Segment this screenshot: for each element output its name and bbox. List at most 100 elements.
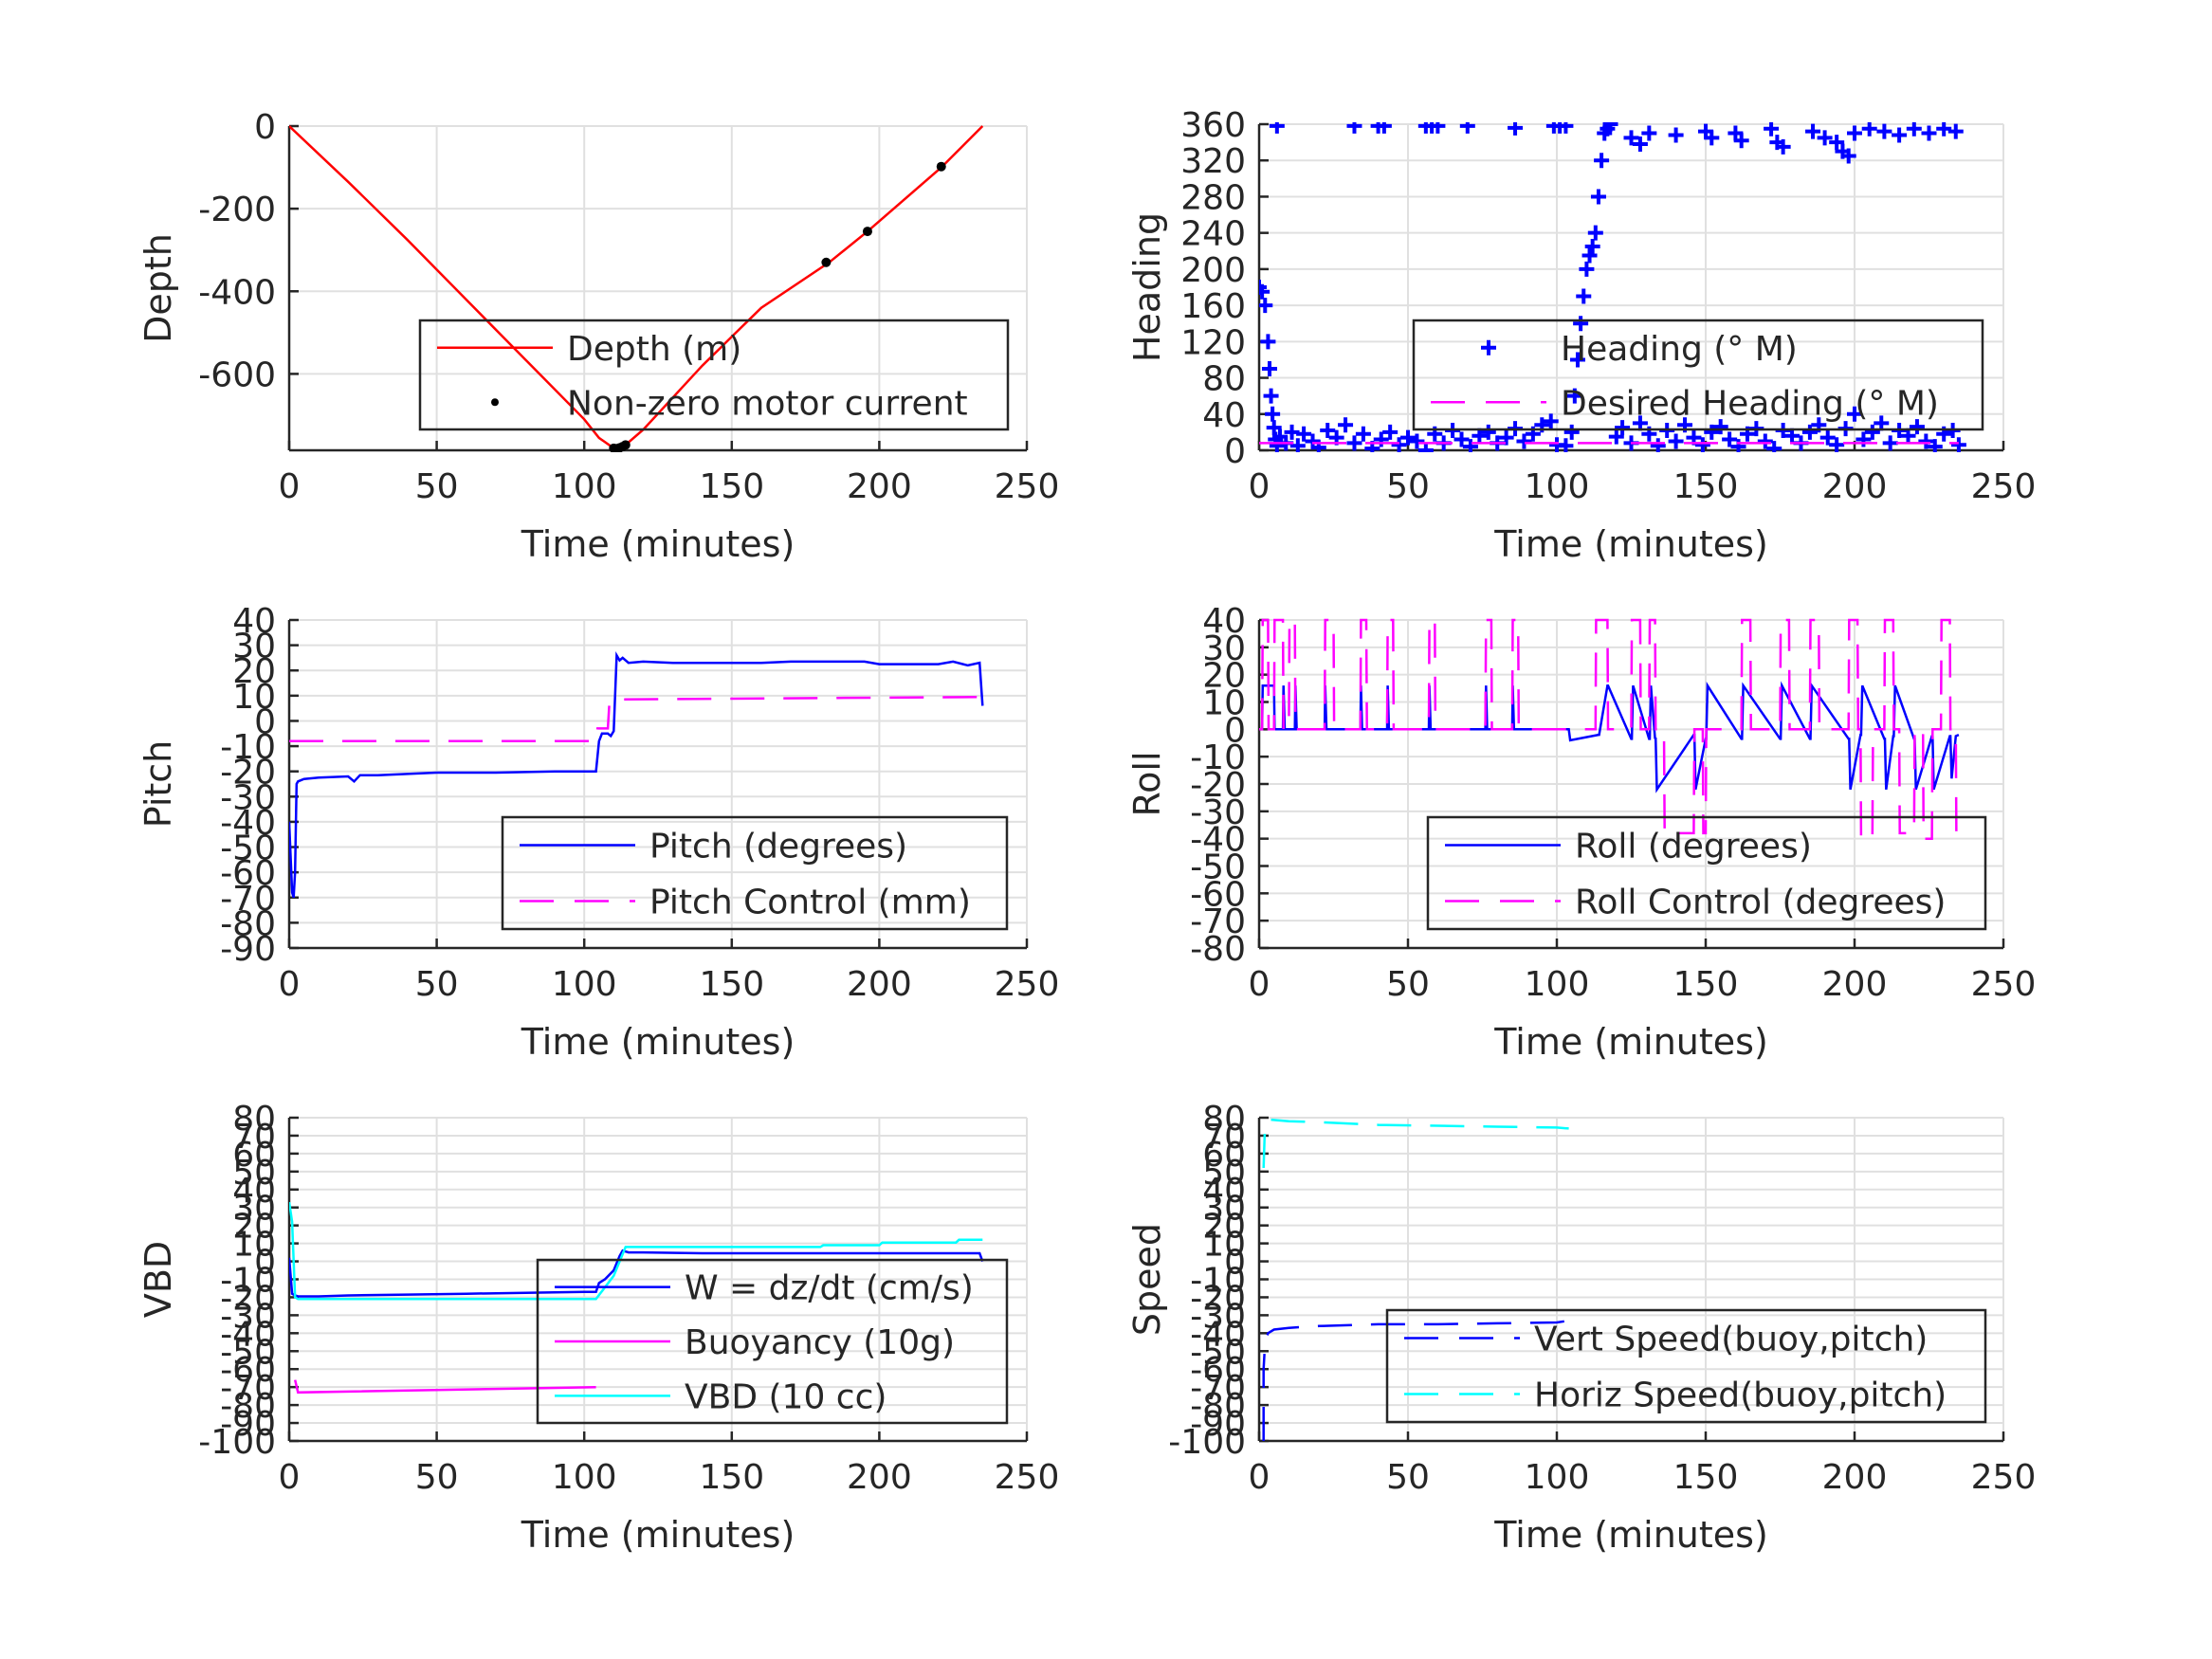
roll-series-roll-control-degrees — [1259, 618, 1959, 840]
pitch-series-pitch-control-mm — [289, 695, 983, 743]
heading-point — [1579, 261, 1595, 277]
heading-point — [1261, 361, 1277, 376]
y-tick-label: -50 — [220, 830, 276, 868]
heading-point — [1581, 247, 1598, 264]
heading-point — [1784, 428, 1801, 444]
heading-point — [1722, 431, 1738, 447]
x-tick-label: 100 — [1525, 965, 1590, 1004]
x-tick-label: 100 — [1525, 467, 1590, 506]
y-tick-label: -20 — [220, 1279, 276, 1318]
heading-point — [1829, 437, 1845, 452]
y-tick-label: -10 — [1190, 738, 1246, 777]
x-tick-label: 50 — [1386, 965, 1430, 1004]
legend-box — [418, 319, 1010, 431]
heading-point — [1259, 280, 1267, 295]
heading-point — [1856, 431, 1872, 447]
y-tick-label: -600 — [198, 356, 276, 394]
x-axis-label: Time (minutes) — [1493, 1021, 1768, 1063]
legend-box — [501, 815, 1009, 931]
heading-point — [1391, 437, 1407, 452]
y-tick-label: -20 — [1190, 766, 1246, 805]
y-tick-label: -400 — [198, 273, 276, 312]
legend-entry-label: Desired Heading (° M) — [1561, 384, 1939, 423]
legend-entry-label: Roll Control (degrees) — [1575, 884, 1946, 922]
heading-point — [1296, 426, 1312, 442]
heading-point — [1594, 153, 1610, 169]
heading-point — [1864, 424, 1880, 440]
y-tick-label: -70 — [220, 1369, 276, 1408]
heading-point — [1927, 439, 1943, 452]
y-axis-label: Speed — [1126, 1223, 1168, 1336]
heading-point — [1400, 429, 1416, 446]
y-axis-label: Roll — [1126, 751, 1168, 816]
y-axis-label: VBD — [137, 1241, 179, 1318]
heading-point — [1704, 130, 1720, 146]
heading-point — [1694, 437, 1710, 452]
heading-point — [1615, 420, 1631, 436]
y-tick-label: 50 — [232, 1154, 276, 1193]
y-tick-label: -100 — [198, 1423, 276, 1462]
heading-point — [1921, 125, 1937, 141]
legend-entry-label: Pitch Control (mm) — [649, 884, 971, 922]
x-tick-label: 250 — [995, 467, 1060, 506]
y-tick-label: 40 — [232, 602, 276, 641]
y-tick-label: -200 — [198, 191, 276, 229]
heading-point — [1847, 406, 1862, 422]
depth-grid — [288, 125, 1028, 450]
heading-point — [1508, 122, 1524, 136]
y-tick-label: -10 — [220, 728, 276, 767]
x-tick-label: 150 — [1673, 467, 1739, 506]
heading-point — [1876, 123, 1892, 139]
x-axis-label: Time (minutes) — [521, 523, 795, 565]
heading-point — [1498, 429, 1514, 446]
vbd-axes: 0 50 100 150 200 25080706050403020100-10-20-3… — [198, 1100, 1059, 1497]
heading-legend: Heading (° M) Desired Heading (° M) — [1412, 319, 1984, 431]
pitch-plot-area — [289, 650, 984, 899]
heading-axes: 0 50 100 150 200 2500408012016020024028032036… — [1180, 106, 2036, 506]
heading-point — [1650, 438, 1666, 452]
y-tick-label: 0 — [254, 108, 276, 147]
legend-entry-label: Roll (degrees) — [1575, 828, 1812, 866]
depth-series-non-zero-motor-current — [609, 161, 946, 452]
y-tick-label: 30 — [232, 1190, 276, 1229]
legend-box — [1426, 815, 1987, 931]
x-tick-label: 250 — [995, 1458, 1060, 1497]
heading-point — [1668, 127, 1684, 143]
pitch-legend: Pitch (degrees) Pitch Control (mm) — [501, 815, 1009, 931]
heading-point — [1289, 438, 1306, 452]
x-tick-label: 0 — [1249, 1458, 1271, 1497]
heading-point — [1906, 122, 1922, 137]
heading-point — [1584, 239, 1600, 254]
legend-entry-label: Depth (m) — [567, 330, 741, 369]
depth-legend: Depth (m) Non-zero motor current — [418, 319, 1010, 431]
subplot-roll: 0 50 100 150 200 250403020100-10-20-30-40-50-… — [1126, 602, 2036, 1063]
speed-series-vert-speed-buoy-pitch — [1262, 1319, 1569, 1441]
y-tick-label: -100 — [1168, 1423, 1246, 1462]
subplot-speed: 0 50 100 150 200 25080706050403020100-10-20-3… — [1126, 1100, 2036, 1556]
y-tick-label: -10 — [220, 1262, 276, 1301]
y-tick-label: 10 — [232, 1226, 276, 1265]
heading-series-heading-m — [1259, 122, 1966, 452]
y-tick-label: 40 — [1202, 602, 1246, 641]
heading-point — [1269, 438, 1285, 452]
legend-entry-label: Horiz Speed(buoy,pitch) — [1534, 1376, 1947, 1415]
x-tick-label: 50 — [415, 965, 459, 1004]
y-tick-label: -70 — [220, 880, 276, 919]
y-tick-label: 0 — [1224, 1244, 1246, 1283]
y-tick-label: 20 — [232, 1208, 276, 1247]
heading-point — [1602, 122, 1618, 132]
x-tick-label: 150 — [699, 467, 764, 506]
heading-point — [1900, 428, 1916, 444]
roll-plot-area — [1259, 618, 1960, 840]
y-tick-label: -60 — [220, 854, 276, 893]
x-tick-label: 200 — [847, 467, 912, 506]
y-tick-label: -50 — [1190, 1333, 1246, 1372]
heading-point — [1632, 137, 1648, 153]
y-tick-label: 240 — [1180, 215, 1246, 254]
vbd-series-vbd-10-cc — [289, 1201, 983, 1301]
x-tick-label: 150 — [1673, 1458, 1739, 1497]
x-tick-label: 0 — [1249, 965, 1271, 1004]
